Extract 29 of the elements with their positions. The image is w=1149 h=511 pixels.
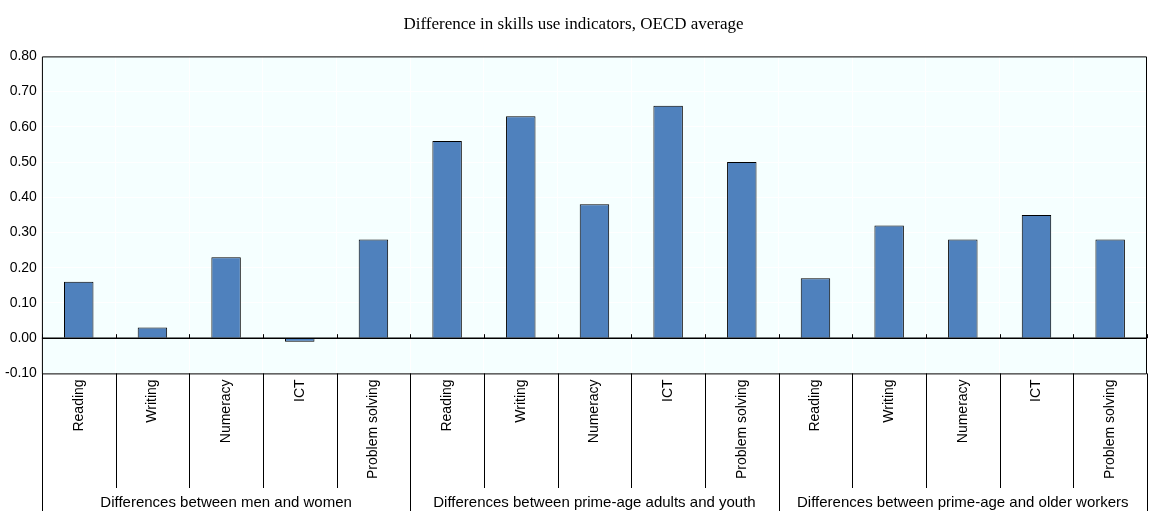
x-tick-label: Reading	[437, 379, 454, 432]
y-tick-label: 0.00	[9, 329, 38, 346]
text: Differences between men and women	[100, 492, 352, 510]
x-tick-label: Writing	[143, 379, 160, 423]
text: Differences between prime-age adults and youth	[433, 492, 756, 510]
y-tick-label: 0.70	[9, 82, 38, 99]
x-tick-label: Reading	[69, 379, 86, 432]
x-tick-label: Writing	[880, 379, 897, 423]
x-tick-label: Reading	[806, 379, 823, 432]
y-tick-label: 0.40	[9, 188, 38, 205]
y-tick-label: 0.50	[9, 152, 38, 169]
y-tick-label: 0.60	[9, 117, 38, 134]
x-tick-label: Problem solving	[732, 379, 749, 480]
x-tick-label: Writing	[511, 379, 528, 423]
x-tick-label: ICT	[658, 378, 675, 402]
y-tick-label: 0.10	[9, 293, 38, 310]
x-tick-label: ICT	[290, 378, 307, 402]
y-tick-label: 0.20	[9, 258, 38, 275]
y-tick-label: 0.80	[9, 47, 38, 64]
x-tick-label: ICT	[1027, 378, 1044, 402]
text: Differences between prime-age and older workers	[797, 492, 1129, 510]
y-tick-label: 0.30	[9, 223, 38, 240]
x-tick-label: Numeracy	[585, 379, 602, 444]
x-tick-label: Problem solving	[364, 379, 381, 480]
chart-title: Difference in skills use indicators, OECD average	[403, 13, 744, 33]
x-tick-label: Numeracy	[953, 379, 970, 444]
x-tick-label: Numeracy	[216, 379, 233, 444]
y-tick-label: -0.10	[4, 364, 38, 381]
x-tick-label: Problem solving	[1101, 379, 1118, 480]
